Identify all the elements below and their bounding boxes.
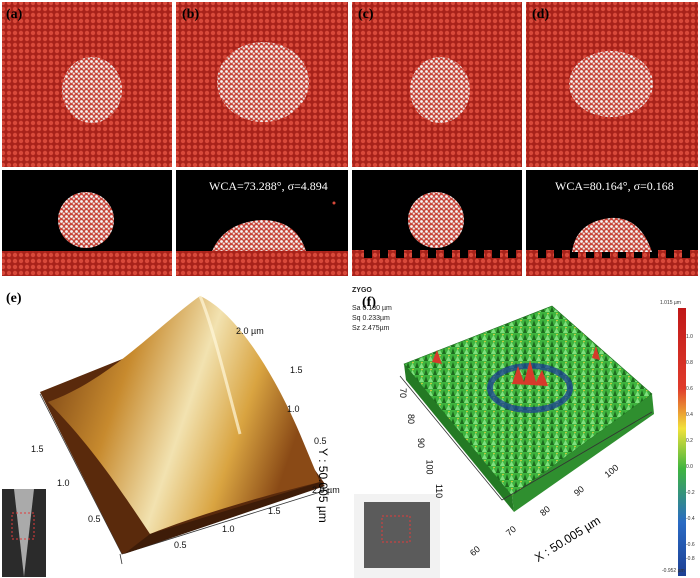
panel-label-b: (b) (182, 7, 200, 22)
md-simulation-panels (2, 2, 698, 276)
panel-b-top (176, 2, 348, 167)
y-tick-2: 80 (406, 413, 417, 425)
y-axis-label: Y : 50.005 µm (316, 448, 330, 523)
afm-left-tick-2: 1.0 (57, 478, 70, 488)
afm-front-tick-3: 1.5 (268, 506, 281, 516)
panel-label-f: (f) (362, 295, 376, 310)
colorbar-top-label: 1.015 µm (660, 300, 681, 306)
afm-front-tick-2: 1.0 (222, 524, 235, 534)
stat-sz: Sz 2.475µm (352, 325, 390, 332)
panel-label-a: (a) (6, 7, 23, 22)
afm-left-tick-3: 0.5 (88, 514, 101, 524)
panel-a-side (2, 170, 172, 276)
panel-b-wca-annotation: WCA=73.288°, σ=4.894 (209, 179, 328, 193)
panel-label-e: (e) (6, 291, 22, 306)
profilometer-panel-f (352, 284, 700, 578)
y-tick-3: 90 (416, 437, 427, 449)
colorbar-tick-4: 0.4 (686, 412, 693, 418)
colorbar-tick-9: -0.6 (686, 542, 695, 548)
stat-sa: Sa 0.130 µm (352, 305, 392, 312)
colorbar-tick-3: 0.6 (686, 386, 693, 392)
panel-a-top (2, 2, 172, 167)
colorbar-tick-5: 0.2 (686, 438, 693, 444)
colorbar-tick-1: 1.0 (686, 334, 693, 340)
colorbar-tick-10: -0.8 (686, 556, 695, 562)
y-tick-5: 110 (434, 483, 445, 499)
afm-right-tick-3: 1.0 (287, 404, 300, 414)
panel-d-side (526, 170, 698, 276)
afm-right-tick-1: 2.0 µm (312, 485, 340, 495)
colorbar-tick-2: 0.8 (686, 360, 693, 366)
afm-front-tick-1: 0.5 (174, 540, 187, 550)
y-tick-1: 70 (398, 387, 409, 399)
panel-label-c: (c) (358, 7, 374, 22)
colorbar-tick-7: -0.2 (686, 490, 695, 496)
afm-topography-panel-e (2, 295, 331, 577)
afm-right-tick-4: 0.5 (314, 436, 327, 446)
panel-c-top (352, 2, 522, 167)
afm-top-tick: 2.0 µm (236, 326, 264, 336)
afm-left-tick-1: 1.5 (31, 444, 44, 454)
zygo-logo: ZYGO (352, 287, 372, 294)
afm-right-tick-2: 1.5 (290, 365, 303, 375)
panel-c-side (352, 170, 522, 276)
panel-d-top (526, 2, 698, 167)
colorbar-tick-8: -0.4 (686, 516, 695, 522)
colorbar-tick-6: 0.0 (686, 464, 693, 470)
panel-b-side (176, 170, 348, 276)
y-tick-4: 100 (424, 459, 435, 475)
colorbar-bottom-label: -0.952 µm (662, 568, 685, 574)
panel-d-wca-annotation: WCA=80.164°, σ=0.168 (555, 179, 674, 193)
stat-sq: Sq 0.233µm (352, 315, 390, 322)
panel-label-d: (d) (532, 7, 550, 22)
